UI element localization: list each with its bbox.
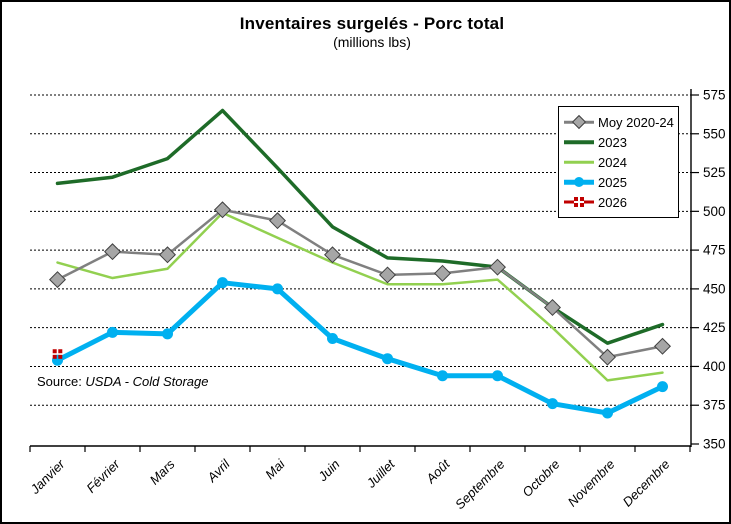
y-tick-label: 550 bbox=[703, 126, 726, 141]
series-markers-2025 bbox=[52, 277, 668, 419]
legend-swatch-2023 bbox=[564, 134, 594, 150]
x-tick-label: Septembre bbox=[452, 457, 508, 513]
legend-label: 2024 bbox=[598, 154, 627, 170]
x-tick-label: Mai bbox=[262, 456, 288, 482]
y-tick-label: 400 bbox=[703, 359, 726, 374]
legend-label: 2025 bbox=[598, 174, 627, 190]
chart-subtitle: (millions lbs) bbox=[333, 34, 411, 50]
axes bbox=[29, 89, 692, 452]
legend-label: 2026 bbox=[598, 194, 627, 210]
series-line-2023 bbox=[55, 108, 665, 345]
legend: Moy 2020-24 2023 2024 2025 2026 bbox=[558, 106, 679, 218]
legend-swatch-2025 bbox=[564, 174, 594, 190]
x-tick-label: Mars bbox=[147, 456, 178, 487]
diamond-marker-icon bbox=[571, 114, 587, 130]
y-tick-label: 575 bbox=[703, 88, 726, 103]
chart-title: Inventaires surgelés - Porc total bbox=[239, 14, 505, 33]
y-tick-label: 525 bbox=[703, 165, 726, 180]
x-tick-label: Octobre bbox=[519, 457, 562, 500]
y-tick-label: 350 bbox=[703, 437, 726, 452]
series-markers-moy-2020-24 bbox=[49, 201, 671, 366]
legend-label: Moy 2020-24 bbox=[598, 114, 674, 130]
legend-swatch-moy bbox=[564, 114, 594, 130]
x-tick-label: Août bbox=[422, 456, 453, 487]
cross-marker-icon bbox=[574, 197, 584, 207]
legend-swatch-2024 bbox=[564, 154, 594, 170]
y-tick-label: 475 bbox=[703, 243, 726, 258]
legend-item-2025: 2025 bbox=[564, 172, 673, 192]
series-line-2025 bbox=[55, 280, 665, 416]
x-tick-label: Avril bbox=[204, 456, 234, 486]
y-tick-label: 500 bbox=[703, 204, 726, 219]
x-tick-label: Juillet bbox=[363, 456, 399, 492]
x-tick-label: Janvier bbox=[27, 456, 68, 497]
x-tick-label: Novembre bbox=[565, 457, 618, 510]
y-tick-label: 375 bbox=[703, 398, 726, 413]
legend-label: 2023 bbox=[598, 134, 627, 150]
x-tick-label: Juin bbox=[314, 457, 342, 485]
series-line-2024 bbox=[56, 211, 664, 382]
legend-item-moy-2020-24: Moy 2020-24 bbox=[564, 112, 674, 132]
y-tick-label: 425 bbox=[703, 320, 726, 335]
y-axis-labels: 350 375 400 425 450 475 500 525 550 575 bbox=[691, 88, 726, 452]
source-text: USDA - Cold Storage bbox=[85, 374, 209, 389]
series-line-moy-2020-24 bbox=[56, 208, 664, 359]
source-prefix: Source: bbox=[37, 374, 86, 389]
legend-swatch-2026 bbox=[564, 194, 594, 210]
circle-marker-icon bbox=[574, 177, 584, 187]
legend-item-2024: 2024 bbox=[564, 152, 673, 172]
y-tick-label: 450 bbox=[703, 281, 726, 296]
x-tick-label: Février bbox=[83, 456, 123, 496]
series-markers-2026 bbox=[52, 349, 63, 359]
legend-item-2023: 2023 bbox=[564, 132, 673, 152]
x-axis-labels: Janvier Février Mars Avril Mai Juin Juillet Aoû… bbox=[27, 456, 673, 513]
source-note: Source: USDA - Cold Storage bbox=[37, 374, 209, 389]
x-tick-label: Decembre bbox=[620, 457, 673, 510]
legend-item-2026: 2026 bbox=[564, 192, 673, 212]
